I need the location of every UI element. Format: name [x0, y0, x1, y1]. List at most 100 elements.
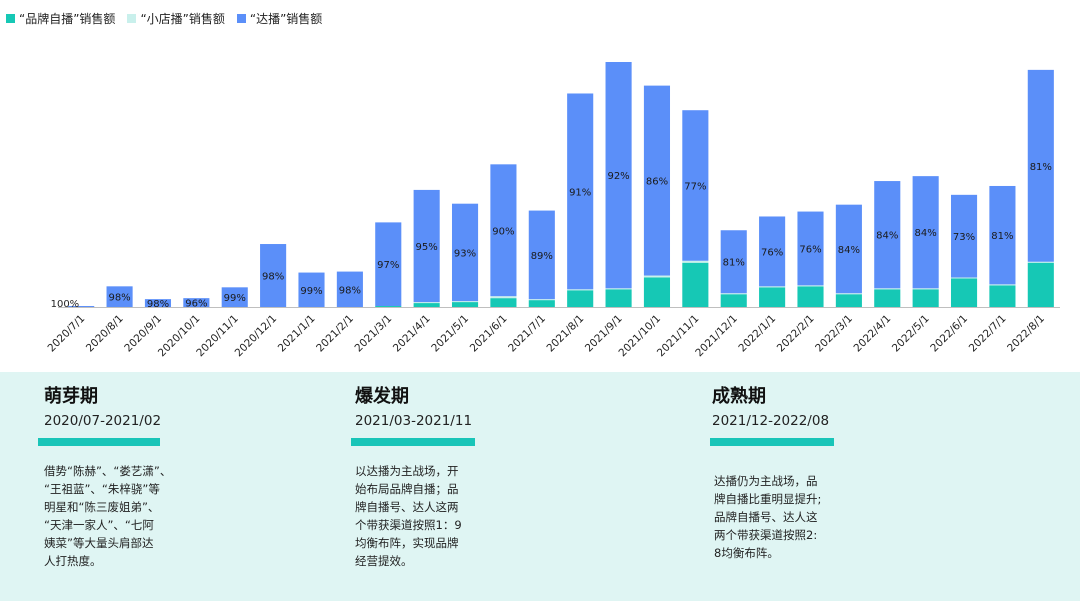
desc-line: 牌自播比重明显提升; — [714, 492, 822, 506]
bar-segment-brand-self — [835, 294, 862, 307]
bar-segment-small-shop — [874, 288, 901, 290]
desc-line: 两个带获渠道按照2: — [714, 528, 818, 542]
x-tick-label: 2022/1/1 — [736, 313, 778, 355]
bar-segment-small-shop — [950, 277, 978, 279]
bar-segment-influencer — [490, 164, 517, 297]
data-label: 99% — [300, 286, 322, 297]
x-tick-label: 2021/8/1 — [544, 313, 586, 355]
bar-segment-influencer — [567, 93, 594, 290]
bar-segment-brand-self — [567, 290, 594, 307]
phase-description: 借势“陈赫”、“娄艺潇”、 “王祖蓝”、“朱梓骁”等 明星和“陈三废姐弟”、 “… — [44, 462, 184, 570]
data-label: 98% — [147, 299, 169, 310]
phase-description: 达播仍为主战场，品 牌自播比重明显提升; 品牌自播号、达人这 两个带获渠道按照2… — [714, 472, 844, 562]
desc-line: 以达播为主战场，开 — [355, 464, 459, 478]
bar-segment-small-shop — [643, 275, 671, 278]
phase-title: 爆发期 — [355, 386, 409, 407]
x-tick-label: 2020/8/1 — [84, 313, 126, 355]
desc-line: 品牌自播号、达人这 — [714, 510, 818, 524]
desc-line: 始布局品牌自播；品 — [355, 482, 459, 496]
x-tick-label: 2021/1/1 — [276, 313, 318, 355]
data-label: 76% — [799, 244, 821, 255]
desc-line: 明星和“陈三废姐弟”、 — [44, 500, 160, 514]
legend-item-influencer: “达播”销售额 — [236, 10, 323, 27]
x-tick-label: 2022/7/1 — [967, 313, 1009, 355]
phase-divider — [351, 438, 475, 446]
data-label: 89% — [531, 251, 553, 262]
bar-segment-influencer — [106, 286, 133, 307]
desc-line: 8均衡布阵。 — [714, 546, 779, 560]
bar-segment-influencer — [375, 222, 402, 307]
bar-segment-brand-self — [720, 294, 747, 307]
bar-segment-brand-self — [874, 289, 901, 307]
data-label: 97% — [377, 260, 399, 271]
legend-swatch-brand-self — [6, 14, 15, 23]
data-label: 84% — [876, 231, 898, 242]
bar-segment-brand-self — [912, 289, 939, 307]
data-label: 84% — [915, 228, 937, 239]
bar-segment-brand-self — [643, 277, 671, 307]
bar-segment-small-shop — [682, 260, 709, 263]
x-tick-label: 2021/5/1 — [429, 313, 471, 355]
bar-segment-small-shop — [835, 293, 862, 295]
legend-label-small-shop: “小店播”销售额 — [140, 12, 225, 26]
bar-segment-influencer — [643, 85, 671, 276]
x-tick-label: 2020/7/1 — [45, 313, 87, 355]
data-label: 92% — [607, 171, 629, 182]
bar-segment-small-shop — [720, 293, 747, 295]
bar-segment-influencer — [183, 298, 210, 307]
phase-dates: 2021/12-2022/08 — [712, 413, 830, 429]
data-label: 86% — [646, 177, 668, 188]
desc-line: 个带获渠道按照1：9 — [355, 518, 462, 532]
data-label: 96% — [185, 299, 207, 310]
bar-segment-small-shop — [912, 288, 939, 290]
bar-segment-brand-self — [528, 300, 555, 307]
bar-segment-influencer — [605, 62, 632, 289]
x-tick-label: 2021/3/1 — [353, 313, 395, 355]
bar-segment-small-shop — [605, 288, 632, 290]
bar-segment-influencer — [451, 203, 479, 302]
desc-line: 姨菜”等大量头肩部达 — [44, 536, 154, 550]
bar-segment-influencer — [528, 210, 555, 300]
bar-segment-influencer — [874, 181, 901, 289]
x-tick-label: 2021/4/1 — [391, 313, 433, 355]
legend-label-influencer: “达播”销售额 — [249, 12, 323, 26]
legend: “品牌自播”销售额 “小店播”销售额 “达播”销售额 — [6, 10, 322, 27]
bar-segment-influencer — [989, 185, 1016, 285]
bar-segment-small-shop — [759, 286, 786, 288]
data-label: 91% — [569, 187, 591, 198]
data-label: 98% — [262, 272, 284, 283]
legend-item-brand-self: “品牌自播”销售额 — [6, 10, 115, 27]
data-label: 95% — [416, 242, 438, 253]
desc-line: 经营提效。 — [355, 554, 413, 568]
bar-segment-influencer — [912, 176, 939, 289]
bar-segment-influencer — [221, 287, 248, 307]
x-tick-label: 2022/2/1 — [775, 313, 817, 355]
bar-segment-influencer — [1027, 69, 1054, 262]
data-label: 98% — [339, 285, 361, 296]
data-label: 77% — [684, 181, 706, 192]
desc-line: “天津一家人”、“七阿 — [44, 518, 154, 532]
phase-panel: 萌芽期 2020/07-2021/02 借势“陈赫”、“娄艺潇”、 “王祖蓝”、… — [0, 372, 1080, 601]
bar-segment-small-shop — [490, 296, 517, 299]
bar-segment-brand-self — [950, 278, 978, 307]
data-label: 98% — [108, 293, 130, 304]
desc-line: “王祖蓝”、“朱梓骁”等 — [44, 482, 160, 496]
phase-dates: 2020/07-2021/02 — [44, 413, 162, 429]
bar-segment-influencer — [336, 271, 363, 307]
bar-segment-influencer — [260, 244, 287, 307]
desc-line: 人打热度。 — [44, 554, 102, 568]
bar-segment-influencer — [144, 299, 172, 307]
bar-segment-small-shop — [797, 285, 824, 287]
bar-segment-brand-self — [490, 298, 517, 307]
data-label: 76% — [761, 247, 783, 258]
phase-description: 以达播为主战场，开 始布局品牌自播；品 牌自播号、达人这两 个带获渠道按照1：9… — [355, 462, 485, 570]
bar-segment-brand-self — [759, 287, 786, 307]
bar-segment-influencer — [720, 230, 747, 294]
bar-segment-small-shop — [1027, 261, 1054, 263]
data-label: 81% — [1030, 162, 1052, 173]
bar-segment-small-shop — [413, 302, 440, 304]
x-tick-label: 2022/8/1 — [1005, 313, 1047, 355]
desc-line: 牌自播号、达人这两 — [355, 500, 459, 514]
phase-title: 成熟期 — [712, 386, 766, 407]
legend-item-small-shop: “小店播”销售额 — [127, 10, 225, 27]
